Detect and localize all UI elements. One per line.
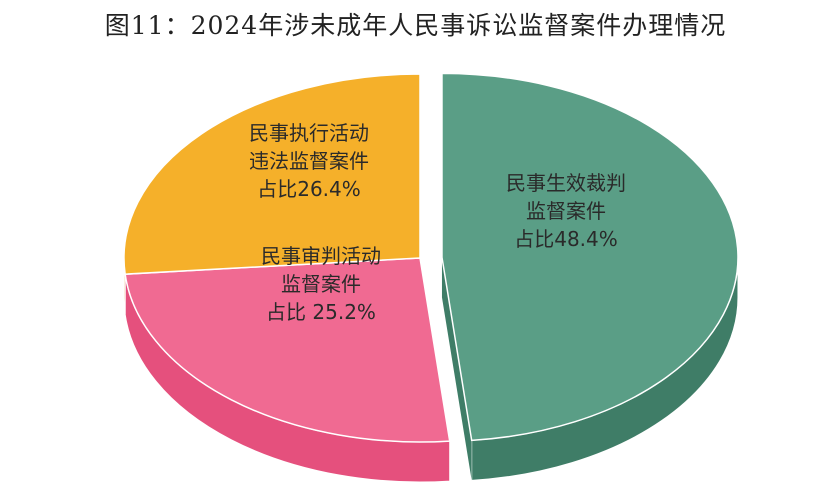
slice-2-label: 民事审判活动监督案件占比 25.2%: [261, 244, 381, 324]
slice-3-label-line-1: 民事执行活动: [249, 121, 369, 145]
slice-1-label: 民事生效裁判监督案件占比48.4%: [506, 171, 626, 251]
slice-1-top: [441, 72, 739, 442]
slice-1-label-line-1: 民事生效裁判: [506, 171, 626, 195]
slice-3-label: 民事执行活动违法监督案件占比26.4%: [249, 121, 369, 201]
chart-title: 图11：2024年涉未成年人民事诉讼监督案件办理情况: [104, 11, 727, 40]
slice-3-top: [123, 73, 421, 275]
slice-1-cut-face-2: [441, 257, 472, 481]
slice-2-label-line-2: 监督案件: [281, 272, 361, 296]
slice-2-top: [124, 257, 451, 443]
pie-tops: [123, 72, 739, 443]
pie-sides: [123, 257, 739, 483]
slice-2-label-line-3: 占比 25.2%: [266, 300, 376, 324]
pie-labels: 民事生效裁判监督案件占比48.4%民事审判活动监督案件占比 25.2%民事执行活…: [249, 121, 626, 324]
slice-1-label-line-3: 占比48.4%: [514, 227, 618, 251]
slice-2-label-line-1: 民事审判活动: [261, 244, 381, 268]
slice-3-label-line-3: 占比26.4%: [257, 177, 361, 201]
slice-1-label-line-2: 监督案件: [526, 199, 606, 223]
slice-3-label-line-2: 违法监督案件: [249, 149, 369, 173]
